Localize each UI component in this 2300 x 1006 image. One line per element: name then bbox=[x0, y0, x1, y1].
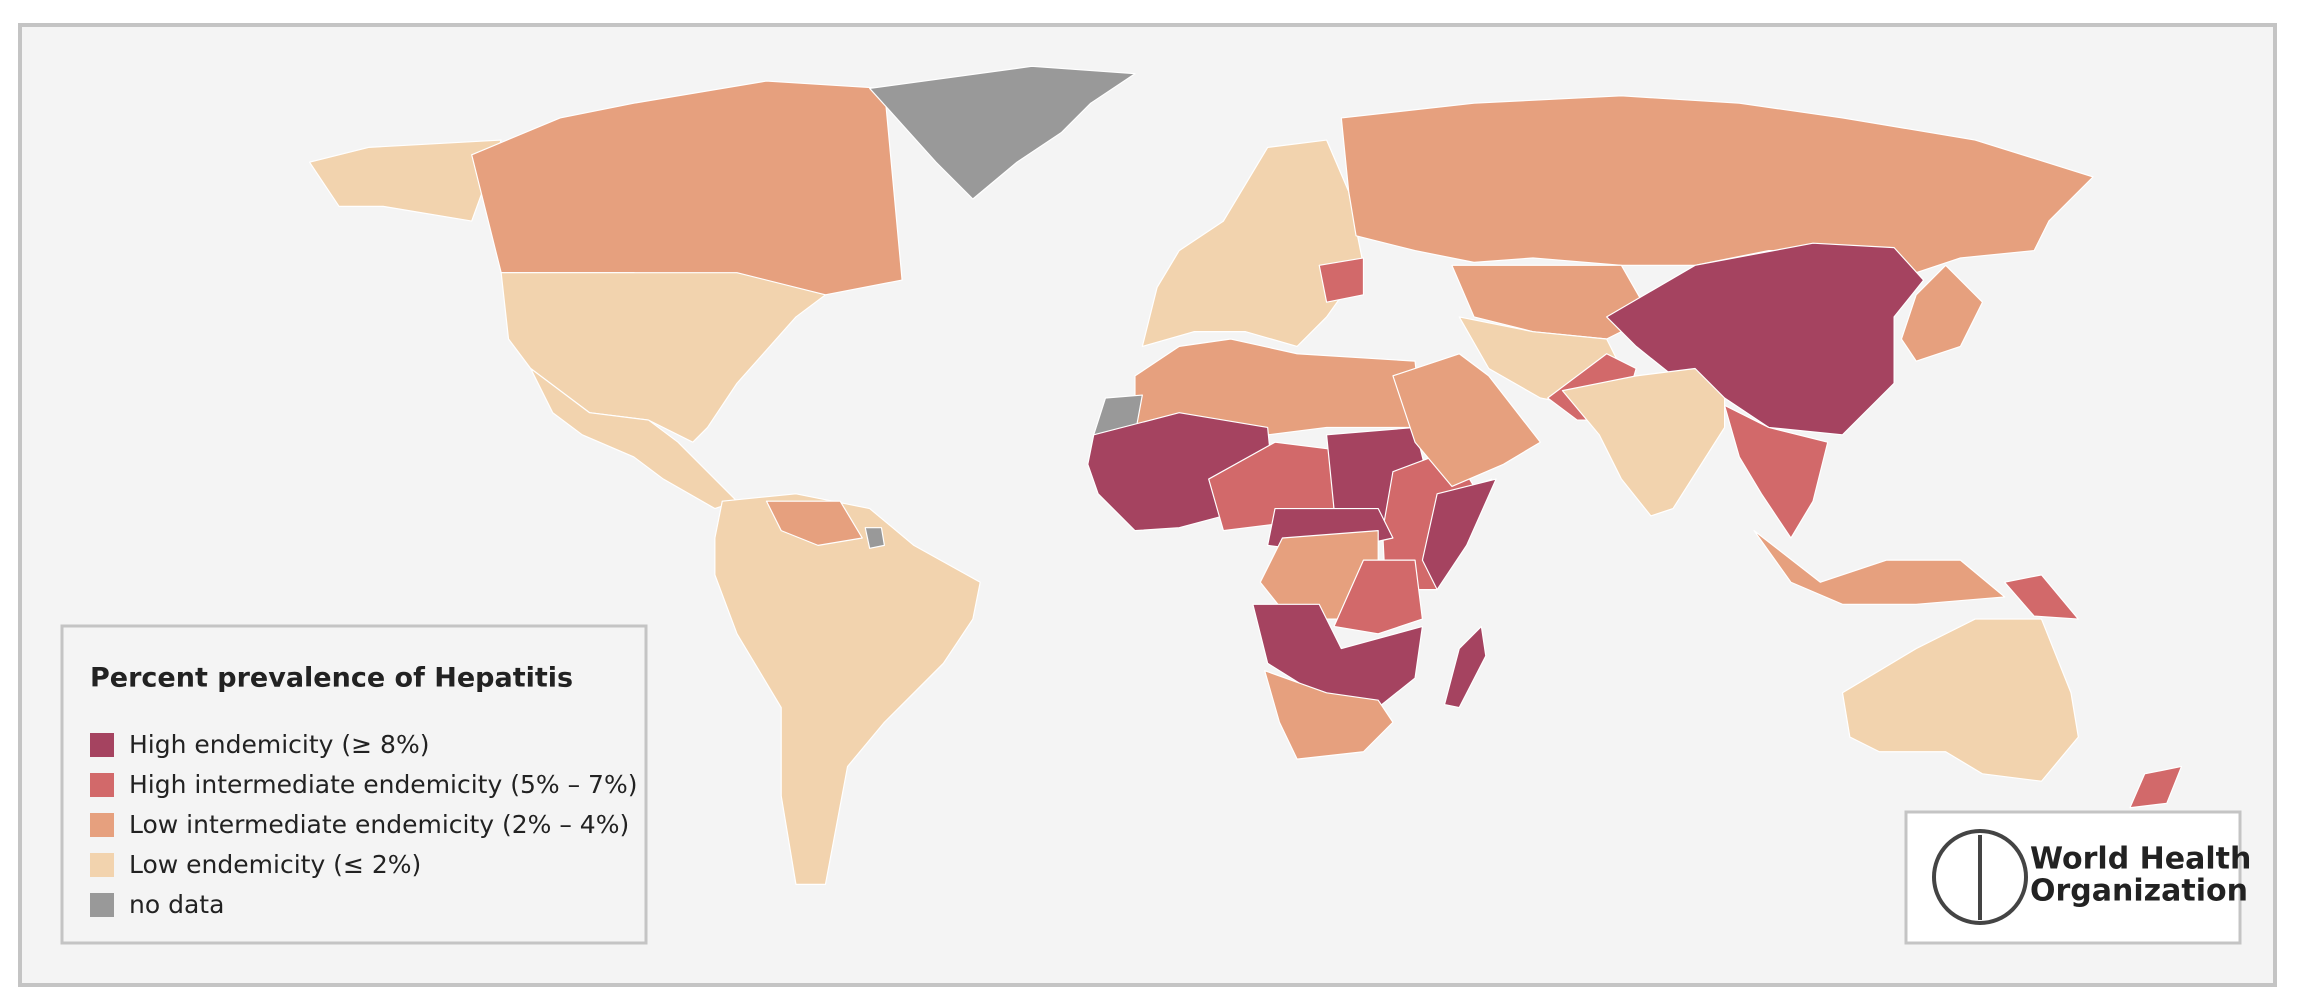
region bbox=[500, 272, 827, 443]
region bbox=[1900, 264, 1984, 362]
legend-swatch bbox=[90, 813, 114, 837]
legend-label: Low endemicity (≤ 2%) bbox=[129, 850, 421, 879]
legend-label: no data bbox=[129, 890, 224, 919]
world-map bbox=[308, 65, 2183, 885]
logo-emblem bbox=[1932, 829, 2028, 925]
legend-swatch bbox=[90, 853, 114, 877]
logo-text: Organization bbox=[2030, 874, 2248, 909]
region bbox=[869, 65, 1136, 200]
region bbox=[1723, 404, 1829, 539]
region bbox=[1333, 559, 1423, 635]
region bbox=[2004, 574, 2079, 620]
legend-swatch bbox=[90, 893, 114, 917]
legend-box bbox=[60, 624, 648, 945]
logo: World Health Organization bbox=[1904, 810, 2251, 945]
legend-label: Low intermediate endemicity (2% – 4%) bbox=[129, 810, 629, 839]
legend-label: High intermediate endemicity (5% – 7%) bbox=[129, 770, 637, 799]
region bbox=[1252, 603, 1423, 709]
logo-text: World Health bbox=[2030, 842, 2251, 877]
region bbox=[1392, 353, 1541, 488]
region bbox=[1318, 257, 1365, 303]
legend-title: Percent prevalence of Hepatitis bbox=[90, 663, 573, 694]
legend-swatch bbox=[90, 773, 114, 797]
region bbox=[1421, 478, 1497, 591]
region bbox=[714, 493, 981, 885]
region bbox=[1753, 530, 2006, 605]
region bbox=[2129, 765, 2183, 809]
legend-items: High endemicity (≥ 8%) High intermediate … bbox=[90, 730, 637, 919]
legend-swatch bbox=[90, 733, 114, 757]
region bbox=[1264, 670, 1394, 760]
region bbox=[1443, 625, 1487, 709]
region bbox=[530, 367, 738, 510]
region bbox=[765, 500, 863, 546]
region bbox=[864, 527, 885, 549]
legend-label: High endemicity (≥ 8%) bbox=[129, 730, 429, 759]
legend: Percent prevalence of Hepatitis High end… bbox=[60, 624, 648, 945]
region bbox=[1841, 618, 2079, 782]
region bbox=[308, 139, 502, 222]
region bbox=[1561, 367, 1726, 517]
